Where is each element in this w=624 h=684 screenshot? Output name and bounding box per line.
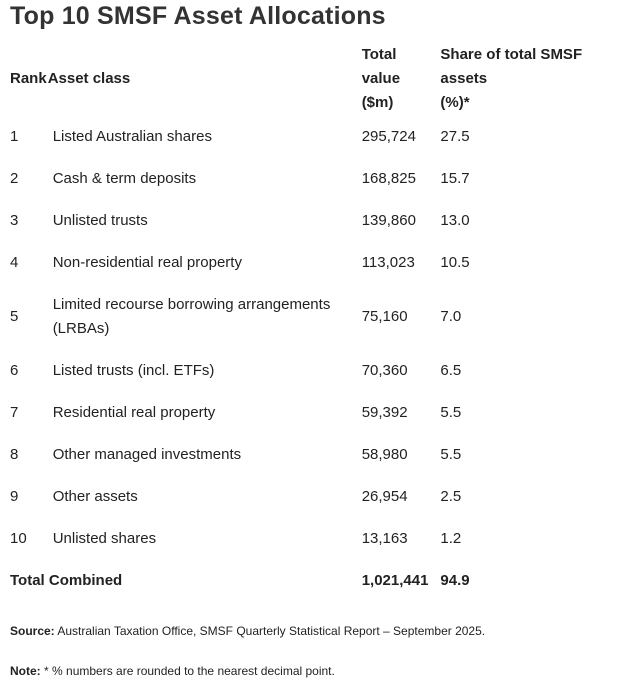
- header-asset-class: Asset class: [47, 70, 131, 87]
- header-share-line-2: assets: [440, 70, 488, 87]
- share-cell: 13.0: [440, 212, 470, 229]
- asset-class-cell: Residential real property: [52, 404, 216, 421]
- asset-class-cell: Other managed investments: [52, 446, 242, 463]
- asset-class-cell: Cash & term deposits: [52, 170, 197, 187]
- share-cell: 5.5: [440, 446, 462, 463]
- total-value-cell: 113,023: [361, 254, 415, 271]
- table-row: 3 Unlisted trusts 139,860 13.0: [4, 200, 609, 242]
- total-value-cell: 75,160: [361, 308, 408, 325]
- rank-cell: 9: [10, 488, 19, 505]
- total-value-cell: 59,392: [361, 404, 408, 421]
- rank-cell: 1: [10, 128, 19, 145]
- total-value-cell: 295,724: [361, 128, 416, 145]
- share-cell: 7.0: [440, 308, 462, 325]
- header-total-value: Total value ($m): [356, 42, 435, 116]
- asset-class-cell: Unlisted trusts: [52, 212, 148, 229]
- asset-allocation-table: Rank Asset class Total value ($m) Share of…: [4, 42, 609, 602]
- total-value-cell: 26,954: [361, 488, 408, 505]
- header-share: Share of total SMSF assets (%)*: [434, 42, 609, 116]
- total-value: 1,021,441: [361, 572, 429, 589]
- header-total-value-line-1: Total: [361, 46, 397, 63]
- note-label: Note:: [10, 664, 41, 678]
- total-share: 94.9: [440, 572, 470, 589]
- total-value-cell: 168,825: [361, 170, 416, 187]
- source-text: Australian Taxation Office, SMSF Quarter…: [54, 624, 486, 638]
- table-row: 5 Limited recourse borrowing arrangement…: [4, 284, 609, 350]
- table-row: 10 Unlisted shares 13,163 1.2: [4, 518, 609, 560]
- note-text: * % numbers are rounded to the nearest d…: [40, 664, 335, 678]
- share-cell: 2.5: [440, 488, 462, 505]
- rank-cell: 10: [10, 530, 27, 547]
- footnote: Note: * % numbers are rounded to the nea…: [10, 664, 335, 678]
- share-cell: 1.2: [440, 530, 462, 547]
- total-row: Total Combined 1,021,441 94.9: [4, 560, 609, 602]
- header-share-line-1: Share of total SMSF: [440, 46, 583, 63]
- asset-class-cell: Listed Australian shares: [52, 128, 212, 145]
- rank-cell: 4: [10, 254, 19, 271]
- total-value-cell: 58,980: [361, 446, 408, 463]
- total-value-cell: 70,360: [361, 362, 408, 379]
- asset-class-cell: Limited recourse borrowing arrangements …: [52, 296, 331, 337]
- rank-cell: 3: [10, 212, 19, 229]
- table-row: 7 Residential real property 59,392 5.5: [4, 392, 609, 434]
- table-row: 8 Other managed investments 58,980 5.5: [4, 434, 609, 476]
- table-row: 1 Listed Australian shares 295,724 27.5: [4, 116, 609, 158]
- table-row: 6 Listed trusts (incl. ETFs) 70,360 6.5: [4, 350, 609, 392]
- share-cell: 6.5: [440, 362, 462, 379]
- table-header-row: Rank Asset class Total value ($m) Share of…: [4, 42, 609, 116]
- table-row: 4 Non-residential real property 113,023 …: [4, 242, 609, 284]
- rank-cell: 5: [10, 308, 19, 325]
- table-row: 2 Cash & term deposits 168,825 15.7: [4, 158, 609, 200]
- header-total-value-line-3: ($m): [361, 94, 394, 111]
- header-rank: Rank: [10, 70, 47, 87]
- source-note: Source: Australian Taxation Office, SMSF…: [10, 624, 485, 638]
- asset-class-cell: Other assets: [52, 488, 138, 505]
- asset-class-cell: Unlisted shares: [52, 530, 157, 547]
- header-share-line-3: (%)*: [440, 94, 470, 111]
- page-title: Top 10 SMSF Asset Allocations: [10, 2, 386, 30]
- asset-class-cell: Listed trusts (incl. ETFs): [52, 362, 215, 379]
- total-label: Total Combined: [10, 572, 123, 589]
- header-total-value-line-2: value: [361, 70, 401, 87]
- share-cell: 15.7: [440, 170, 470, 187]
- table-row: 9 Other assets 26,954 2.5: [4, 476, 609, 518]
- source-label: Source:: [10, 624, 55, 638]
- total-value-cell: 139,860: [361, 212, 416, 229]
- rank-cell: 7: [10, 404, 19, 421]
- share-cell: 27.5: [440, 128, 470, 145]
- rank-cell: 8: [10, 446, 19, 463]
- share-cell: 5.5: [440, 404, 462, 421]
- share-cell: 10.5: [440, 254, 470, 271]
- total-value-cell: 13,163: [361, 530, 408, 547]
- rank-cell: 2: [10, 170, 19, 187]
- rank-cell: 6: [10, 362, 19, 379]
- asset-class-cell: Non-residential real property: [52, 254, 242, 271]
